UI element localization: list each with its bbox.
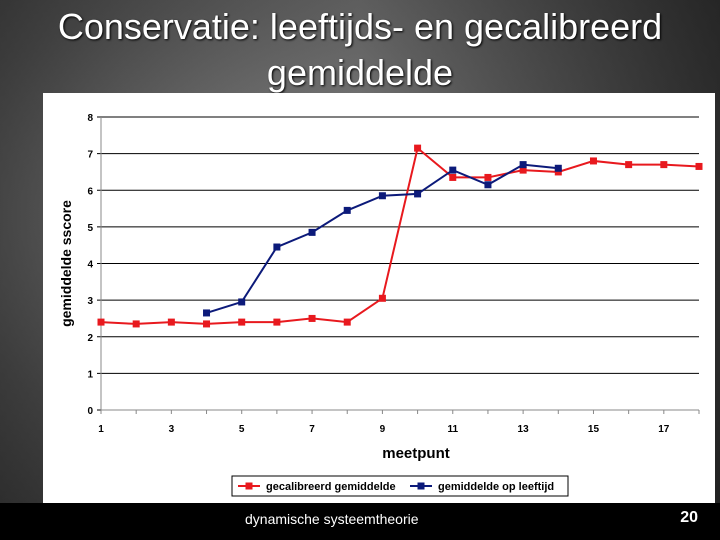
x-axis-title: meetpunt [382,445,450,462]
y-tick-label: 7 [87,150,93,161]
y-tick-label: 6 [87,186,93,197]
data-point-1 [660,161,668,169]
x-tick-label: 3 [169,424,175,435]
data-point-1 [554,168,562,176]
legend-box [231,475,569,497]
y-tick-label: 0 [87,406,93,417]
data-point-2 [554,164,562,172]
data-point-2 [484,181,492,189]
series-line-1 [100,146,700,325]
data-point-1 [132,320,140,328]
data-point-1 [273,318,281,326]
x-tick-label: 11 [447,424,458,435]
legend-swatch-marker [417,482,425,490]
y-axis-title: gemiddelde sscore [58,200,74,327]
data-point-2 [519,161,527,169]
data-point-2 [414,190,422,198]
data-point-1 [519,166,527,174]
legend-label: gecalibreerd gemiddelde [266,481,396,493]
data-point-1 [625,161,633,169]
x-tick-label: 17 [658,424,670,435]
y-tick-label: 5 [87,223,93,234]
y-tick-label: 1 [87,369,93,380]
y-tick-label: 4 [87,260,93,271]
data-point-1 [97,318,105,326]
data-point-1 [167,318,175,326]
y-tick-label: 2 [87,333,93,344]
data-point-1 [414,144,422,152]
data-point-2 [343,206,351,214]
x-tick-label: 7 [309,424,315,435]
legend-label: gemiddelde op leeftijd [438,481,554,493]
data-point-1 [378,294,386,302]
slide-title-line2: gemiddelde [266,52,454,93]
y-tick-label: 3 [87,296,93,307]
data-point-1 [589,157,597,165]
data-point-1 [203,320,211,328]
data-point-2 [203,309,211,317]
chart-panel: 0 1 2 3 4 5 6 7 8 1 3 5 7 9 11 13 15 17 meetpunt gemiddelde… [43,93,715,503]
x-tick-label: 5 [239,424,245,435]
x-tick-label: 13 [518,424,530,435]
data-point-1 [484,173,492,181]
x-tick-label: 1 [98,424,104,435]
data-point-1 [449,173,457,181]
data-point-2 [308,228,316,236]
data-point-2 [449,166,457,174]
footer-text: dynamische systeemtheorie [245,511,419,527]
data-point-2 [378,192,386,200]
slide-title-line1: Conservatie: leeftijds- en gecalibreerd [57,6,663,47]
data-point-1 [695,162,703,170]
data-point-1 [308,314,316,322]
data-point-1 [238,318,246,326]
legend-swatch-marker [245,482,253,490]
footer-bar: dynamische systeemtheorie 20 [0,503,720,540]
x-tick-label: 9 [380,424,386,435]
data-point-1 [343,318,351,326]
data-point-2 [273,243,281,251]
data-point-2 [238,298,246,306]
slide-title: Conservatie: leeftijds- en gecalibreerd … [0,4,720,96]
page-number: 20 [680,509,698,526]
x-tick-label: 15 [588,424,600,435]
y-tick-label: 8 [87,113,93,124]
series-line-2 [206,163,559,314]
